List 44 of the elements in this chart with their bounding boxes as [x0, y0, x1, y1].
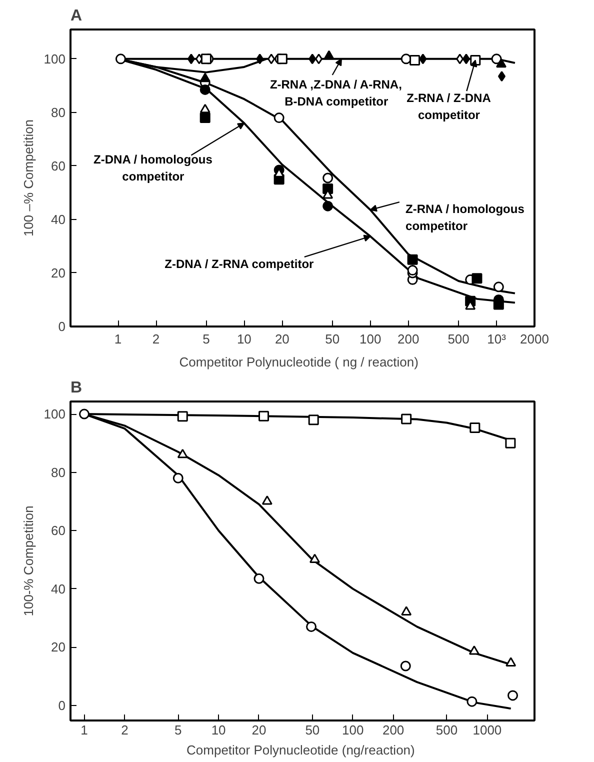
x-tick-label: 200 [382, 722, 404, 738]
x-tick-label: 1 [80, 722, 88, 738]
x-tick-label: 50 [305, 722, 320, 738]
x-tick-label: 2 [121, 722, 128, 738]
x-axis-title: Competitor Polynucleotide ( ng / reaction) [179, 354, 418, 370]
x-tick-label: 100 [342, 722, 364, 738]
y-tick-label: 100 [44, 406, 66, 422]
x-tick-label: 500 [436, 722, 458, 738]
y-tick-label: 80 [51, 104, 66, 120]
annotation: Z-RNA / Z-DNA competitor [406, 91, 492, 122]
annotation: Z-DNA / homologous competitor [94, 152, 213, 184]
y-axis-title: 100-% Competition [20, 506, 36, 616]
chart-title: B [70, 380, 82, 396]
x-tick-label: 2000 [520, 332, 549, 346]
x-tick-label: 10 [236, 332, 252, 346]
x-tick-label: 10³ [487, 332, 507, 346]
y-tick-label: 40 [51, 581, 66, 596]
x-tick-label: 500 [448, 332, 470, 346]
y-tick-label: 40 [51, 212, 66, 227]
y-tick-label: 80 [51, 464, 66, 480]
x-tick-label: 50 [325, 332, 340, 346]
annotation: Z-RNA ,Z-DNA / A-RNA, B-DNA competitor [270, 78, 402, 108]
y-tick-label: 0 [58, 698, 66, 713]
x-tick-label: 5 [174, 722, 182, 738]
x-axis-title: Competitor Polynucleotide (ng/reaction) [186, 742, 415, 758]
x-tick-label: 100 [360, 332, 382, 346]
y-tick-label: 60 [51, 523, 66, 538]
x-tick-label: 10 [211, 722, 226, 738]
x-tick-label: 5 [202, 332, 210, 346]
x-tick-label: 200 [397, 332, 420, 346]
x-tick-label: 20 [274, 332, 290, 346]
chart-title: A [70, 8, 82, 24]
y-tick-label: 20 [51, 265, 66, 280]
y-tick-label: 60 [51, 158, 66, 174]
x-tick-label: 1000 [472, 722, 502, 738]
annotation: Z-DNA / Z-RNA competitor [164, 256, 314, 271]
annotation: Z-RNA / homologous competitor [406, 202, 525, 233]
x-tick-label: 1 [114, 332, 122, 346]
y-tick-label: 0 [58, 319, 66, 334]
y-axis-title: 100 –% Competition [20, 119, 36, 237]
x-tick-label: 20 [252, 722, 266, 738]
x-tick-label: 2 [152, 332, 160, 346]
y-tick-label: 20 [51, 640, 66, 655]
y-tick-label: 100 [44, 51, 66, 66]
